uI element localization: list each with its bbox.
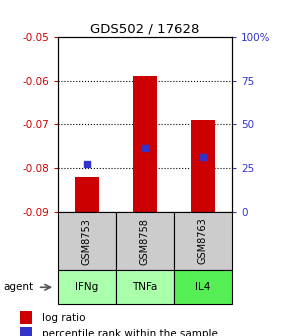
- Title: GDS502 / 17628: GDS502 / 17628: [90, 23, 200, 36]
- Bar: [133, 76, 157, 212]
- Bar: [20, 327, 32, 336]
- Text: GSM8758: GSM8758: [140, 218, 150, 264]
- Bar: [58, 270, 116, 304]
- Text: percentile rank within the sample: percentile rank within the sample: [42, 329, 218, 336]
- Bar: [20, 311, 32, 324]
- Bar: [75, 177, 99, 212]
- Bar: [191, 120, 215, 212]
- Text: agent: agent: [3, 282, 33, 292]
- Text: IFNg: IFNg: [75, 282, 99, 292]
- Text: GSM8753: GSM8753: [82, 218, 92, 264]
- Bar: [58, 212, 116, 270]
- Text: IL4: IL4: [195, 282, 211, 292]
- Bar: [174, 270, 232, 304]
- Bar: [174, 212, 232, 270]
- Text: TNFa: TNFa: [132, 282, 158, 292]
- Bar: [116, 212, 174, 270]
- Text: log ratio: log ratio: [42, 313, 86, 323]
- Text: GSM8763: GSM8763: [198, 218, 208, 264]
- Bar: [116, 270, 174, 304]
